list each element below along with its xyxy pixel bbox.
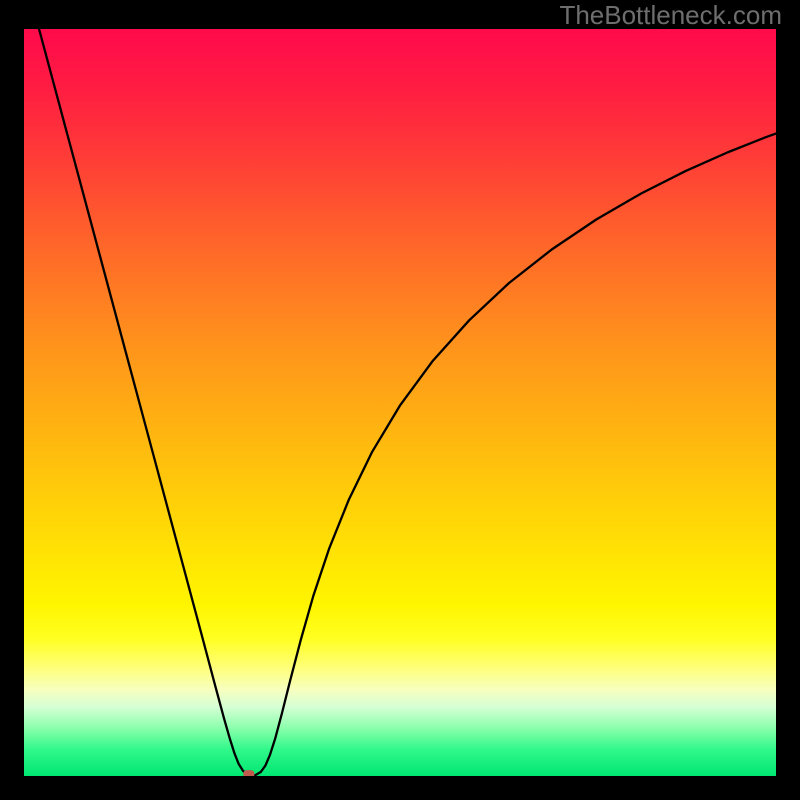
gradient-background — [24, 29, 776, 776]
watermark-text: TheBottleneck.com — [559, 0, 782, 31]
minimum-marker — [243, 770, 254, 776]
chart-plot — [24, 29, 776, 776]
